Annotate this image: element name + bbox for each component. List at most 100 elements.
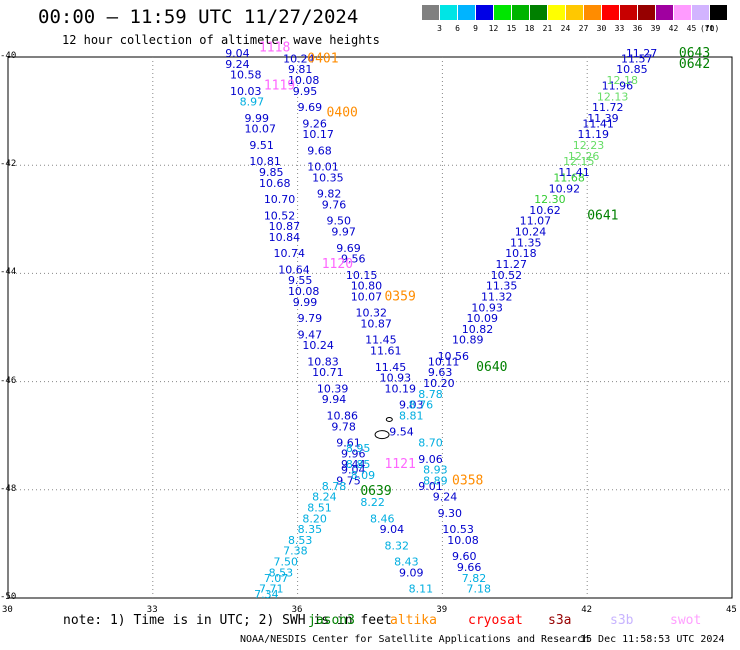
swh-value: 8.93 [423,464,448,477]
color-swatch-label: 12 [488,24,499,33]
lat-tick-label: -50 [0,592,17,602]
swh-value: 9.99 [245,112,269,125]
pass-time-label: 1118 [259,41,290,56]
map-frame [7,56,733,599]
pass-time-label: 1119 [264,78,295,93]
color-swatch-label: 21 [542,24,553,33]
color-swatch-label: 42 [668,24,679,33]
swh-value: 9.75 [336,474,361,487]
swh-value: 9.56 [341,253,366,266]
island-outline-small [385,416,393,422]
swh-value: 10.52 [491,269,522,282]
swh-value: 11.27 [626,47,658,60]
swh-value: 10.64 [278,263,310,276]
swh-value: 9.06 [418,453,443,466]
swh-value: 10.87 [269,220,301,233]
lat-tick-label: -48 [0,483,17,494]
swh-value: 9.50 [327,215,352,228]
swh-value: 7.50 [273,556,298,569]
swh-value: 9.24 [433,491,458,504]
swh-value: 8.51 [307,501,332,514]
swh-value: 9.26 [302,117,327,130]
color-swatch-label: 30 [596,24,607,33]
swh-value: 9.76 [322,198,347,211]
footer-note: note: 1) Time is in UTC; 2) SWH is in fe… [63,613,392,628]
swh-value: 9.61 [336,437,361,450]
swh-value: 10.03 [230,85,262,98]
page-title: 00:00 – 11:59 UTC 11/27/2024 [38,6,359,28]
swh-value: 10.24 [302,339,334,352]
legend-item-cryosat: cryosat [468,613,523,628]
swh-value: 7.07 [264,572,289,585]
swh-value: 10.85 [616,63,648,76]
swh-value: 10.70 [264,193,296,206]
color-swatch [422,5,439,20]
swh-value: 11.61 [370,345,402,358]
swh-value: 9.79 [298,312,323,325]
lon-tick-label: 42 [581,605,593,615]
color-swatch [494,5,511,20]
swh-value: 10.86 [327,409,359,422]
lon-tick-label: 30 [2,605,13,615]
color-swatch [584,5,601,20]
lat-tick-label: -46 [0,375,17,386]
color-swatch-label: 70 [704,24,715,33]
swh-value: 11.19 [578,128,610,141]
swh-value: 11.68 [553,171,585,184]
swh-value: 12.15 [563,155,595,168]
swh-value: 11.41 [582,117,614,130]
legend-item-s3a: s3a [548,613,572,628]
swh-value: 9.04 [341,464,366,477]
swh-value: 10.71 [312,366,344,379]
swh-value: 11.27 [495,258,527,271]
island-outline [374,430,390,440]
legend-item-s3b: s3b [610,613,634,628]
lon-tick-label: 36 [291,605,303,615]
pass-time-label: 0641 [587,208,618,223]
swh-value: 11.96 [602,79,634,92]
swh-value: 9.55 [288,274,313,287]
swh-value: 10.08 [447,534,479,547]
lon-tick-label: 33 [146,605,158,615]
swh-value: 10.92 [549,182,581,195]
swh-value: 9.81 [288,63,313,76]
swh-value: 11.72 [592,101,624,114]
swh-value: 10.58 [230,69,262,82]
color-swatch-label: 39 [650,24,661,33]
color-swatch [602,5,619,20]
color-swatch [692,5,709,20]
swh-value: 11.07 [520,215,552,228]
color-swatch-label: 27 [578,24,589,33]
swh-value: 9.66 [457,561,482,574]
color-swatch [638,5,655,20]
swh-value: 8.85 [346,458,371,471]
swh-value: 9.63 [428,366,453,379]
swh-value: 12.13 [597,90,629,103]
swh-value: 9.47 [298,328,323,341]
swh-value: 8.76 [409,399,434,412]
color-swatch-label: 36 [632,24,643,33]
swh-value: 10.93 [380,372,412,385]
credit-line: NOAA/NESDIS Center for Satellite Applica… [240,634,590,645]
swh-value: 10.81 [249,155,280,168]
lon-tick-label: 45 [726,605,737,615]
swh-value: 11.39 [587,112,619,125]
lat-tick-label: -42 [0,159,17,170]
swh-value: 10.56 [438,350,470,363]
swh-value: 9.97 [331,226,356,239]
color-swatch-label: 3 [437,24,442,33]
color-swatch-label: 18 [524,24,535,33]
lat-tick-label: -44 [0,267,17,278]
swh-value: 8.78 [418,388,443,401]
swh-value: 8.78 [322,480,347,493]
legend-item-swot: swot [670,613,702,628]
swh-value: 9.68 [307,144,332,157]
swh-value: 10.62 [529,204,561,217]
swh-value: 9.51 [249,139,273,152]
swh-value: 10.07 [245,123,276,136]
swh-value: 9.99 [293,296,318,309]
pass-time-label: 0639 [360,484,391,499]
swh-value: 8.97 [240,96,265,109]
page-subtitle: 12 hour collection of altimeter wave hei… [62,33,380,47]
